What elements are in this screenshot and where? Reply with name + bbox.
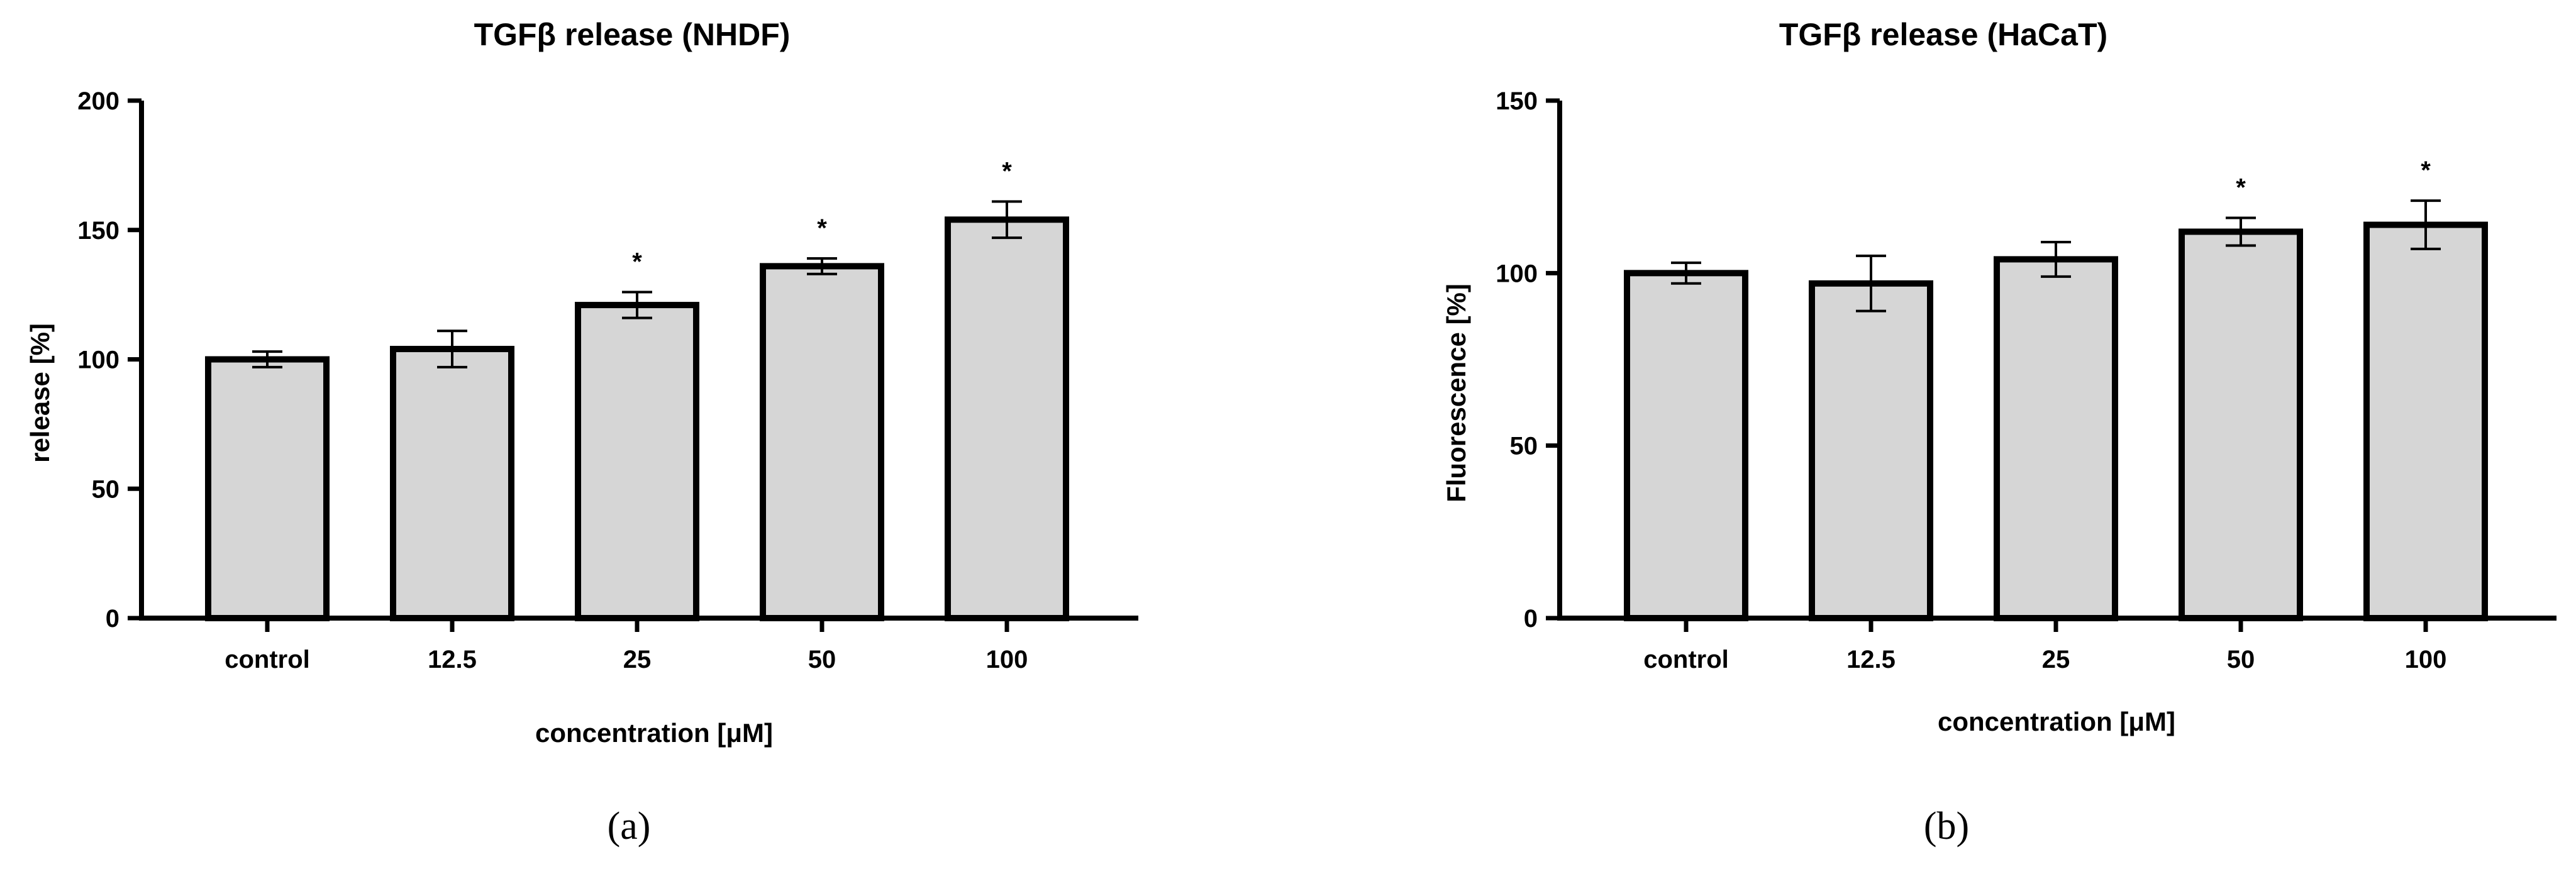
bar [945, 216, 1069, 622]
bar [390, 346, 514, 621]
bars-group [205, 216, 1069, 622]
x-ticks-group: control 12.5 25 50 100 [225, 618, 1028, 673]
bar [1809, 280, 1933, 621]
x-ticks-group: control 12.5 25 50 100 [1643, 618, 2446, 673]
bar [575, 302, 699, 621]
y-ticks-group: 0 50 100 150 [1496, 87, 1560, 633]
significance-star: * [2421, 157, 2431, 184]
significance-star: * [2236, 174, 2246, 202]
bars-group [1624, 221, 2488, 622]
bar [2179, 228, 2303, 621]
significance-star: * [1002, 157, 1012, 185]
significance-markers: ** [2236, 157, 2431, 201]
y-tick-label: 150 [1496, 87, 1538, 115]
significance-star: * [632, 248, 642, 276]
y-tick-label: 50 [1510, 433, 1538, 460]
y-tick-label: 150 [77, 217, 119, 245]
y-ticks-group: 0 50 100 150 200 [77, 87, 142, 633]
x-tick-label: 100 [986, 646, 1028, 673]
bar [2363, 221, 2488, 621]
y-axis-label: release [%] [25, 323, 55, 463]
panel-a-chart: TGFβ release (NHDF) release [%] concentr… [25, 17, 1138, 848]
bar [1624, 270, 1748, 622]
y-tick-label: 0 [106, 605, 119, 633]
panel-label: (a) [608, 805, 651, 848]
x-tick-label: 25 [623, 646, 652, 673]
panel-label: (b) [1924, 805, 1969, 848]
x-tick-label: 100 [2405, 646, 2447, 673]
chart-title: TGFβ release (HaCaT) [1779, 17, 2107, 52]
x-tick-label: 25 [2042, 646, 2070, 673]
y-tick-label: 50 [92, 475, 120, 503]
error-bars-group [252, 200, 1022, 368]
bar [1994, 256, 2118, 621]
bar [760, 263, 884, 621]
y-tick-label: 100 [1496, 260, 1538, 287]
y-axis-label: Fluorescence [%] [1441, 284, 1471, 502]
x-axis-label: concentration [μM] [535, 718, 773, 748]
x-tick-label: 50 [2227, 646, 2255, 673]
x-tick-label: control [225, 646, 310, 673]
y-tick-label: 100 [77, 346, 119, 374]
bar [205, 356, 330, 621]
x-axis-label: concentration [μM] [1938, 707, 2175, 736]
significance-markers: * * * [632, 157, 1012, 275]
error-bars-group [1671, 199, 2441, 313]
y-tick-label: 200 [77, 87, 119, 115]
x-tick-label: 12.5 [1846, 646, 1896, 673]
panel-b-chart: TGFβ release (HaCaT) Fluorescence [%] co… [1441, 17, 2557, 848]
significance-star: * [817, 214, 827, 242]
x-tick-label: control [1643, 646, 1729, 673]
y-tick-label: 0 [1524, 605, 1538, 633]
x-tick-label: 50 [808, 646, 836, 673]
chart-title: TGFβ release (NHDF) [474, 17, 791, 52]
x-tick-label: 12.5 [428, 646, 477, 673]
